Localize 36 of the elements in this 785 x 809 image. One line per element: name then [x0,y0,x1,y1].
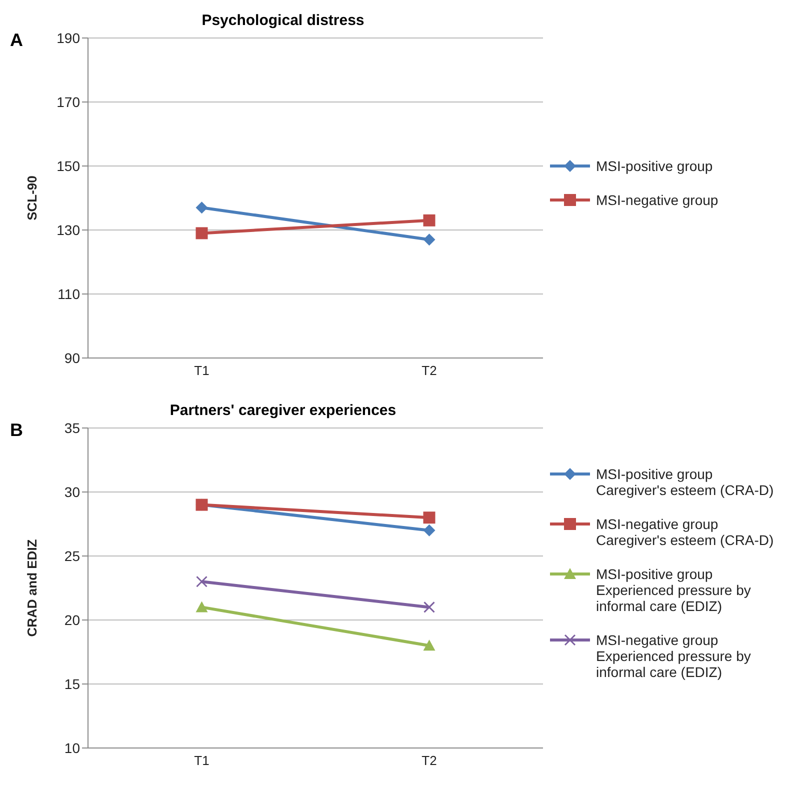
y-tick-label: 150 [56,158,80,174]
point [424,601,435,613]
text: B [10,420,23,441]
point [196,576,208,588]
legend-label: MSI-positive group [596,158,713,174]
legend-label: MSI-positive group Experienced pressure by informal care (EDIZ) [596,566,752,614]
legend-label: MSI-negative group Experienced pressure by informal care (EDIZ) [596,632,752,680]
point [423,234,436,246]
y-axis-title: CRAD and EDIZ [24,539,40,637]
y-axis-title: SCL-90 [24,176,40,220]
chart-title: Partners' caregiver experiences [168,402,398,419]
y-tick-label: 130 [56,222,80,238]
y-tick-label: 90 [64,350,80,366]
point [196,227,208,240]
x-tick-label: T2 [422,363,437,378]
point [196,202,208,214]
point [423,524,436,536]
chart-title: Psychological distress [200,12,366,29]
point [423,214,436,226]
y-tick-label: 20 [64,612,80,628]
legend-label: MSI-negative group [596,192,718,208]
y-tick-label: 110 [58,286,80,302]
text: A [10,30,23,51]
y-tick-label: 30 [64,484,80,500]
y-tick-label: 25 [64,548,80,564]
point [423,512,436,524]
y-tick-label: 170 [56,94,80,110]
y-tick-label: 15 [64,676,80,692]
y-tick-label: 35 [64,420,80,436]
x-tick-label: T2 [422,753,437,768]
legend-label: MSI-positive group Caregiver's esteem (CRA-D) [596,466,775,498]
y-tick-label: 190 [56,30,80,46]
x-tick-label: T1 [194,753,210,768]
y-tick-label: 10 [64,740,80,756]
x-tick-label: T1 [194,363,210,378]
legend-label: MSI-negative group Caregiver's esteem (CRA-D) [596,516,775,548]
